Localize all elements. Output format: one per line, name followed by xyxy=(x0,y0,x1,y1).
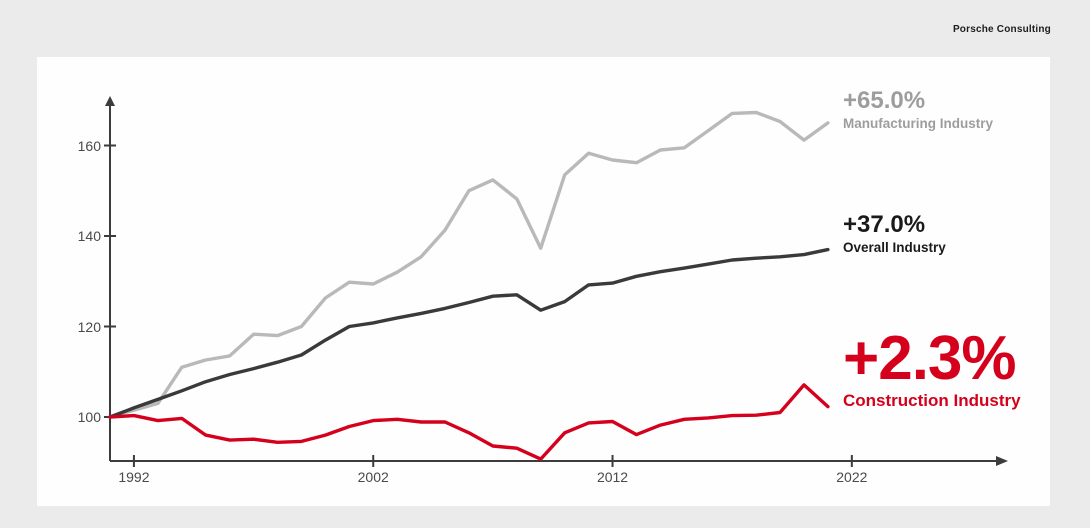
y-tick-label: 160 xyxy=(77,137,101,154)
x-tick-label: 2002 xyxy=(357,469,389,485)
x-tick-label: 1992 xyxy=(118,469,150,485)
manufacturing-label: Manufacturing Industry xyxy=(843,116,994,132)
annotation-construction: +2.3% Construction Industry xyxy=(843,324,1021,410)
construction-delta: +2.3% xyxy=(843,324,1017,393)
construction-label: Construction Industry xyxy=(843,390,1021,410)
y-tick-label: 120 xyxy=(77,318,101,335)
overall-label: Overall Industry xyxy=(843,240,946,256)
overall-delta: +37.0% xyxy=(843,211,926,238)
y-tick-label: 140 xyxy=(77,228,101,244)
series-line-manufacturing-industry xyxy=(108,110,830,419)
x-axis-arrow-icon xyxy=(996,456,1008,466)
brand-logo: Porsche Consulting xyxy=(952,24,1051,35)
series-line-construction-industry xyxy=(108,383,830,461)
annotation-overall: +37.0% Overall Industry xyxy=(843,212,946,255)
x-tick-label: 2012 xyxy=(596,469,629,485)
y-tick-label: 100 xyxy=(77,409,101,425)
series-line-overall-industry xyxy=(108,247,830,419)
annotation-manufacturing: +65.0% Manufacturing Industry xyxy=(843,88,993,131)
chart-card xyxy=(37,57,1050,506)
y-axis-arrow-icon xyxy=(105,96,115,106)
manufacturing-delta: +65.0% xyxy=(843,87,926,114)
x-tick-label: 2022 xyxy=(836,469,868,485)
